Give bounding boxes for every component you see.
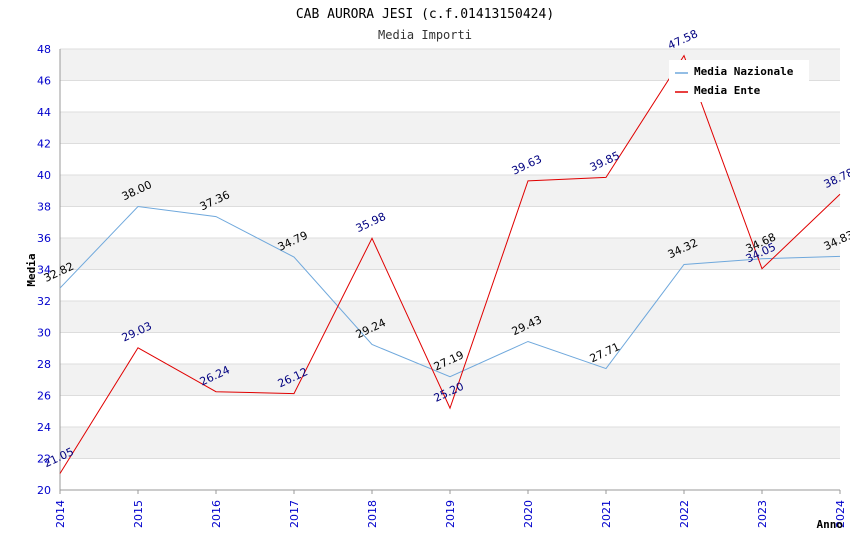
series-line-ente: [59, 54, 841, 474]
legend-label-nazionale: Media Nazionale: [694, 65, 794, 78]
x-tick-label: 2017: [288, 500, 301, 528]
y-tick-label: 26: [37, 390, 51, 403]
x-tick-label: 2024: [834, 500, 847, 528]
y-tick-label: 34: [37, 264, 51, 277]
y-tick-label: 40: [37, 169, 51, 182]
x-tick-label: 2020: [522, 500, 535, 528]
y-tick-label: 36: [37, 232, 51, 245]
x-tick-label: 2022: [678, 500, 691, 528]
y-tick-label: 32: [37, 295, 51, 308]
y-tick-label: 44: [37, 106, 51, 119]
grid-band: [60, 175, 840, 207]
legend: Media Nazionale Media Ente: [669, 60, 809, 102]
series-line-nazionale: [59, 205, 841, 378]
y-tick-label: 30: [37, 327, 51, 340]
y-tick-label: 42: [37, 138, 51, 151]
grid-band: [60, 269, 840, 301]
grid-band: [60, 364, 840, 396]
grid-band: [60, 143, 840, 175]
grid-bands: [60, 49, 840, 490]
x-tick-label: 2015: [132, 500, 145, 528]
y-tick-label: 22: [37, 453, 51, 466]
x-tick-label: 2018: [366, 500, 379, 528]
x-tick-label: 2014: [54, 500, 67, 528]
grid-band: [60, 332, 840, 364]
x-tick-label: 2021: [600, 500, 613, 528]
y-tick-label: 46: [37, 75, 51, 88]
grid-band: [60, 206, 840, 238]
grid-band: [60, 427, 840, 459]
grid-band: [60, 395, 840, 427]
x-tick-label: 2016: [210, 500, 223, 528]
grid-band: [60, 458, 840, 490]
grid-lines: [59, 48, 841, 494]
series-lines: [59, 54, 841, 474]
y-tick-label: 28: [37, 358, 51, 371]
y-tick-labels: 20 22 24 26 28 30 32 34 36 38 40 42 44 46 48: [37, 43, 51, 497]
legend-box: [669, 60, 809, 102]
grid-band: [60, 112, 840, 144]
y-tick-label: 20: [37, 484, 51, 497]
y-tick-label: 38: [37, 201, 51, 214]
legend-label-ente: Media Ente: [694, 84, 761, 97]
chart-title: CAB AURORA JESI (c.f.01413150424): [296, 7, 554, 22]
x-axis-label: Anno: [817, 518, 844, 531]
y-axis-label: Media: [25, 253, 38, 286]
x-tick-labels: 2014 2015 2016 2017 2018 2019 2020 2021 2022 2023…: [54, 500, 847, 528]
chart-subtitle: Media Importi: [378, 28, 472, 42]
y-tick-label: 48: [37, 43, 51, 56]
grid-band: [60, 238, 840, 270]
y-tick-label: 24: [37, 421, 51, 434]
x-tick-label: 2023: [756, 500, 769, 528]
grid-band: [60, 301, 840, 333]
x-tick-label: 2019: [444, 500, 457, 528]
